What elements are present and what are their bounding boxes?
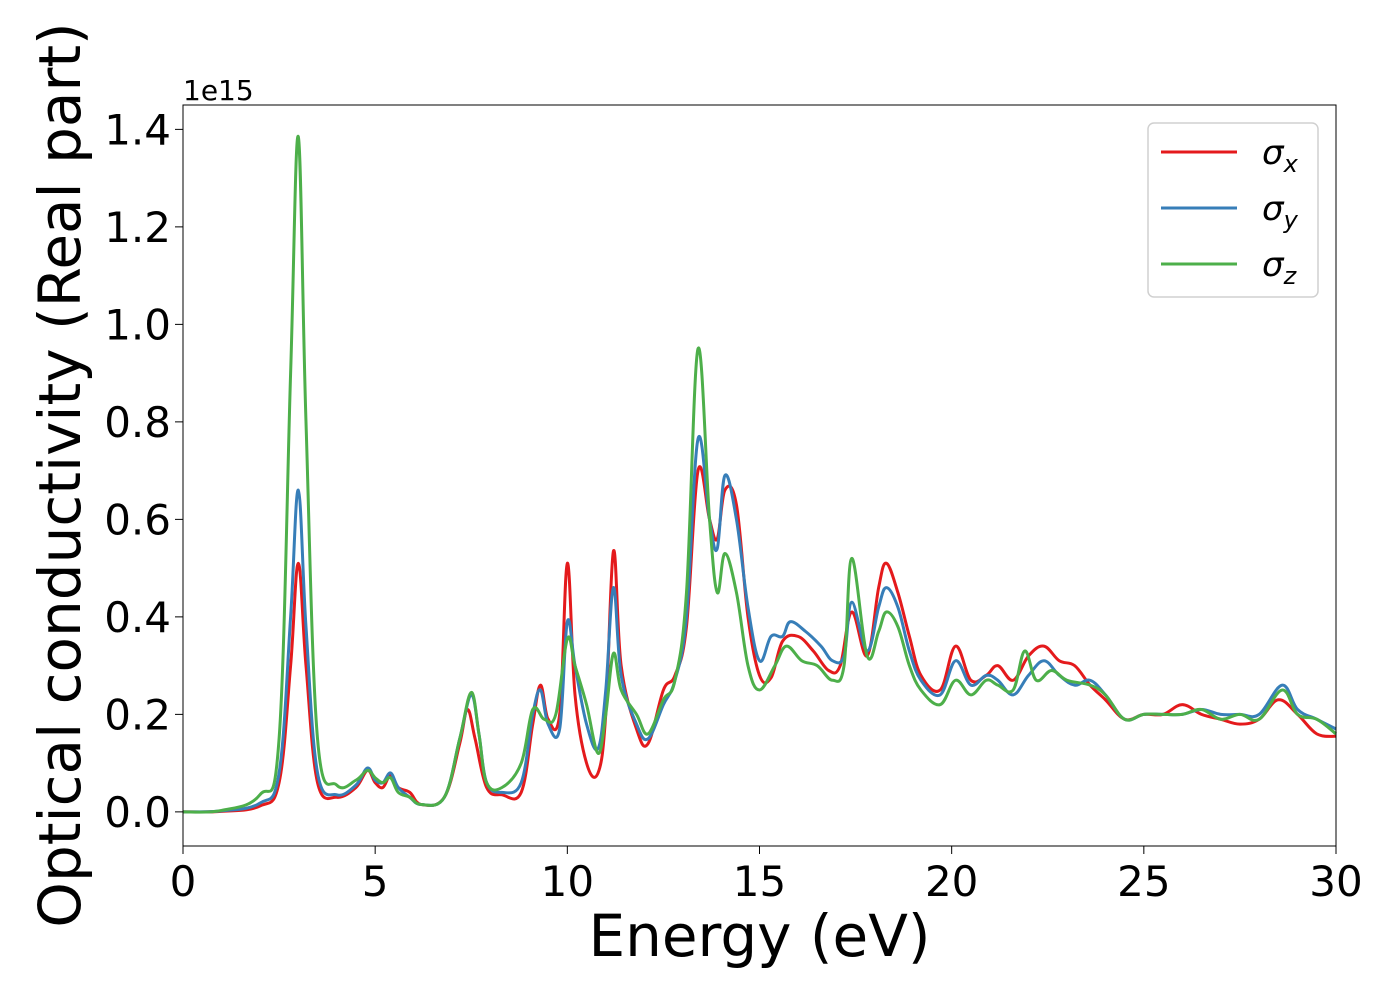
y-tick-label: 1.0 <box>104 300 171 349</box>
legend-label-y: σy <box>1262 189 1299 234</box>
x-tick-label: 15 <box>733 857 786 906</box>
legend-frame <box>1147 122 1319 298</box>
y-axis-title: Optical conductivity (Real part) <box>26 22 94 927</box>
y-tick-label: 1.4 <box>104 105 171 154</box>
series-layer <box>182 135 1337 814</box>
legend-label-x: σx <box>1262 133 1299 178</box>
x-axis-title: Energy (eV) <box>588 902 930 970</box>
y-offset-label: 1e15 <box>183 74 254 107</box>
y-tick-label: 0.0 <box>104 788 171 837</box>
y-tick-label: 0.8 <box>104 398 171 447</box>
y-tick-label: 0.4 <box>104 593 171 642</box>
x-tick-label: 25 <box>1117 857 1170 906</box>
x-tick-label: 0 <box>170 857 197 906</box>
y-tick-label: 0.6 <box>104 495 171 544</box>
legend: σx σy σz <box>1147 122 1319 298</box>
y-tick-label: 1.2 <box>104 203 171 252</box>
series-line-z <box>182 135 1337 814</box>
y-axis: 0.0 0.2 0.4 0.6 0.8 1.0 1.2 1.4 <box>104 105 183 837</box>
x-tick-label: 20 <box>925 857 978 906</box>
x-tick-label: 5 <box>362 857 389 906</box>
legend-label-z: σz <box>1262 245 1298 290</box>
x-tick-label: 30 <box>1309 857 1362 906</box>
x-axis: 0 5 10 15 20 25 30 <box>170 846 1363 906</box>
x-tick-label: 10 <box>541 857 594 906</box>
y-tick-label: 0.2 <box>104 690 171 739</box>
